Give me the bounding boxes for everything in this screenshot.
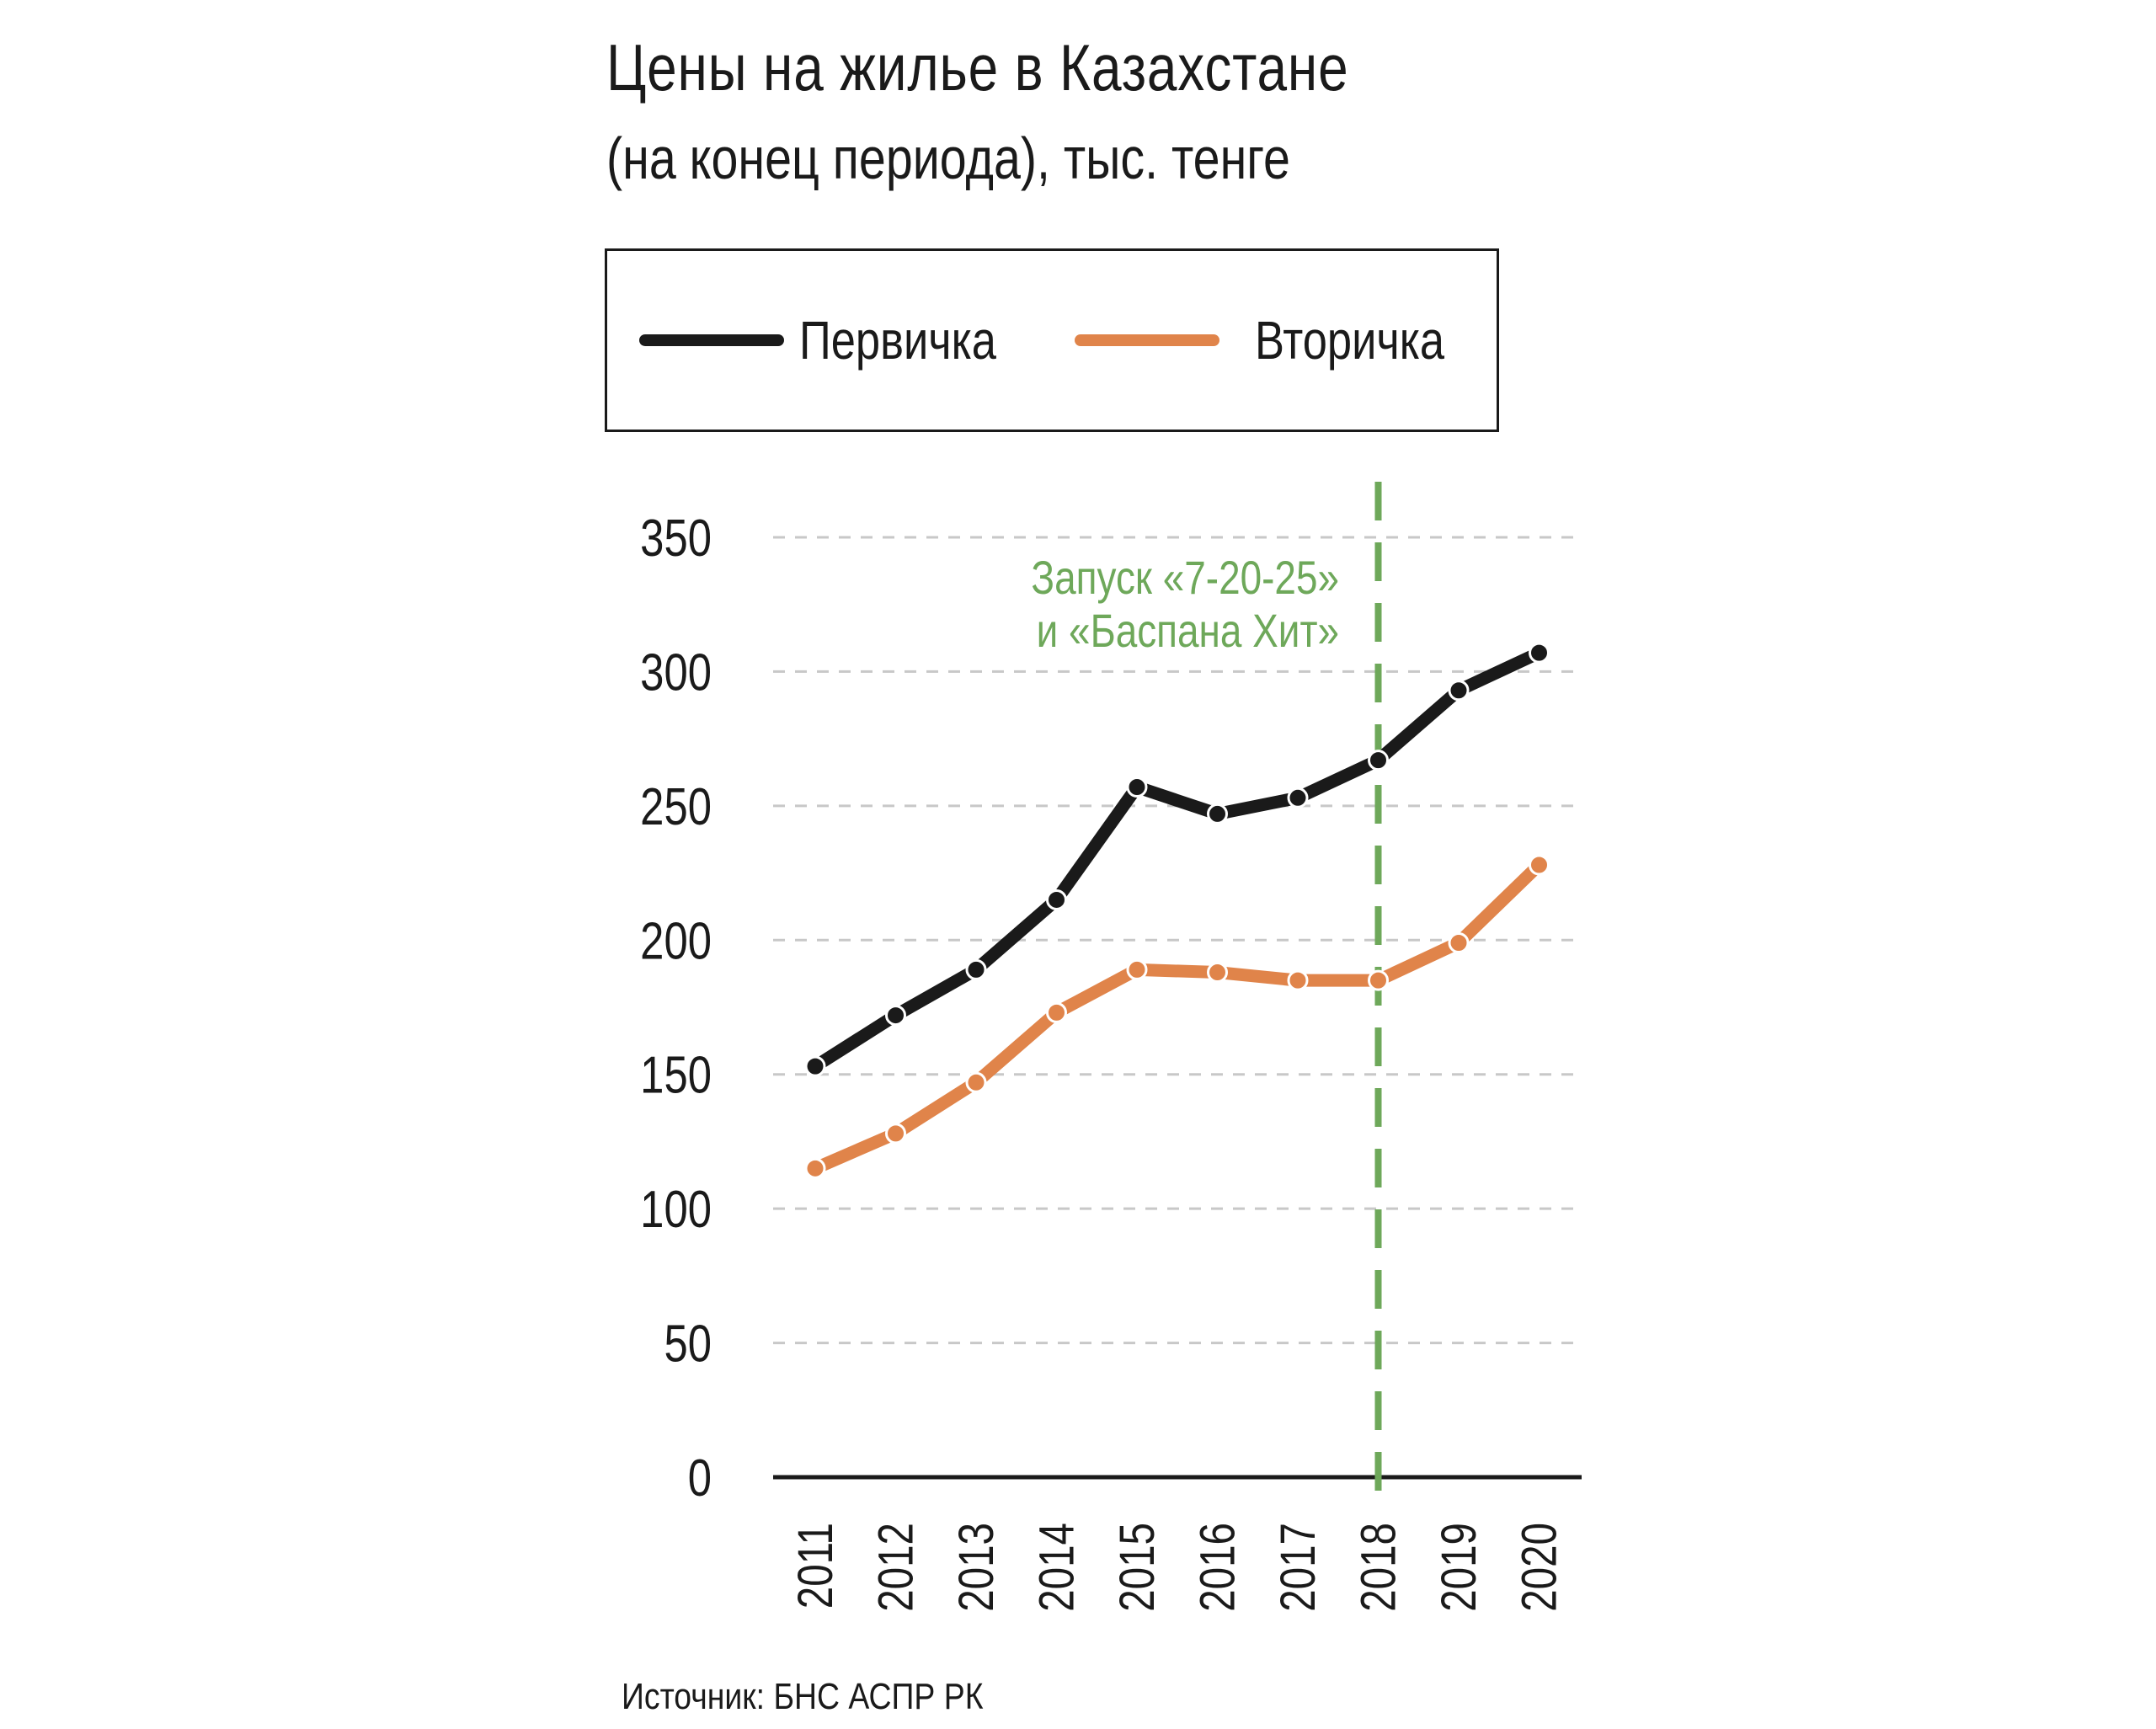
- data-point: [1046, 889, 1067, 910]
- x-tick-label: 2019: [1433, 1523, 1487, 1612]
- legend-label-secondary: Вторичка: [1255, 310, 1445, 371]
- data-point: [1287, 787, 1309, 808]
- chart-title: Цены на жилье в Казахстане: [606, 30, 1349, 104]
- y-tick-label: 200: [640, 913, 712, 971]
- data-point: [1207, 962, 1228, 984]
- legend: Первичка Вторичка: [605, 248, 1499, 432]
- legend-label-primary: Первичка: [799, 310, 996, 371]
- series-line: [808, 858, 1545, 1175]
- y-tick-label: 250: [640, 778, 712, 836]
- source-note: Источник: БНС АСПР РК: [622, 1676, 984, 1717]
- legend-swatch-secondary: [1075, 334, 1219, 346]
- gridlines: [773, 536, 1582, 1480]
- x-tick-label: 2012: [869, 1523, 924, 1612]
- data-point: [1529, 642, 1550, 664]
- data-point: [1368, 750, 1389, 771]
- annotation-text: Запуск «7-20-25»: [1031, 552, 1339, 604]
- chart-subtitle: (на конец периода), тыс. тенге: [606, 125, 1290, 191]
- legend-item-secondary: Вторичка: [1075, 251, 1486, 430]
- series-primary: [804, 642, 1550, 1077]
- data-point: [1448, 680, 1470, 702]
- x-tick-label: 2015: [1111, 1523, 1166, 1612]
- x-tick-label: 2014: [1030, 1523, 1085, 1612]
- data-point: [804, 1157, 826, 1179]
- data-point: [1368, 969, 1389, 991]
- y-tick-label: 100: [640, 1181, 712, 1239]
- legend-item-primary: Первичка: [639, 251, 1039, 430]
- y-tick-label: 350: [640, 510, 712, 568]
- x-tick-label: 2020: [1513, 1523, 1567, 1612]
- data-point: [1046, 1001, 1067, 1023]
- y-tick-label: 50: [664, 1315, 712, 1374]
- annotation-text: и «Баспана Хит»: [1037, 605, 1339, 657]
- data-point: [1529, 854, 1550, 876]
- data-point: [1207, 803, 1228, 824]
- data-point: [1126, 958, 1148, 980]
- annotation: Запуск «7-20-25»и «Баспана Хит»: [1031, 482, 1382, 1512]
- y-axis-ticks: 0 50 100 150 200 250 300 350: [640, 510, 712, 1508]
- y-tick-label: 300: [640, 644, 712, 702]
- data-point: [885, 1123, 906, 1145]
- y-tick-label: 0: [688, 1449, 712, 1508]
- data-point: [1287, 969, 1309, 991]
- data-point: [965, 958, 987, 980]
- data-point: [804, 1055, 826, 1077]
- x-tick-label: 2016: [1191, 1523, 1246, 1612]
- series: [804, 642, 1550, 1179]
- x-axis-ticks: 2011 2012 2013 2014 2015 2016 2017 2018 2019 2020: [789, 1523, 1567, 1612]
- y-tick-label: 150: [640, 1047, 712, 1105]
- legend-swatch-primary: [639, 334, 784, 346]
- data-point: [965, 1071, 987, 1093]
- data-point: [885, 1005, 906, 1027]
- data-point: [1448, 931, 1470, 953]
- x-tick-label: 2017: [1272, 1523, 1326, 1612]
- x-tick-label: 2011: [789, 1523, 844, 1609]
- data-point: [1126, 776, 1148, 798]
- x-tick-label: 2018: [1352, 1523, 1406, 1612]
- series-line: [808, 646, 1545, 1073]
- series-secondary: [804, 854, 1550, 1179]
- x-tick-label: 2013: [950, 1523, 1005, 1612]
